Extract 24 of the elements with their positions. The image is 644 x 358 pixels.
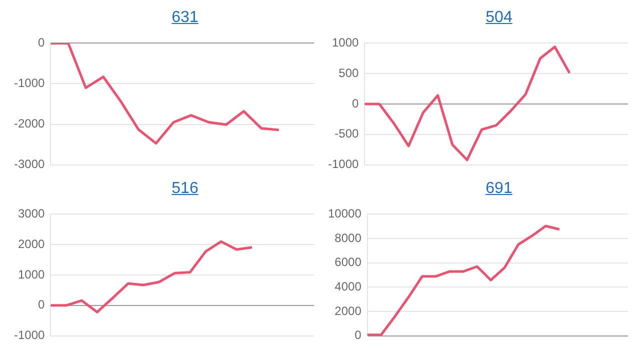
y-tick-label: -3000 <box>14 157 46 172</box>
chart-title: 504 <box>484 8 512 28</box>
y-tick-label: 2000 <box>334 304 362 318</box>
y-tick-label: -1000 <box>14 328 46 342</box>
chart-title: 516 <box>170 179 198 199</box>
y-tick-label: 0 <box>38 298 46 312</box>
y-tick-label: -1000 <box>328 157 360 172</box>
y-tick-label: 3000 <box>18 206 46 221</box>
chart-title: 631 <box>170 8 198 28</box>
y-tick-label: -2000 <box>14 116 46 131</box>
y-tick-label: 10000 <box>328 206 362 221</box>
y-tick-label: -500 <box>334 126 360 141</box>
chart-title: 691 <box>484 179 512 199</box>
y-tick-label: 0 <box>38 36 46 50</box>
y-tick-label: 1000 <box>332 36 360 50</box>
y-tick-label: 8000 <box>334 230 362 245</box>
y-tick-label: 6000 <box>334 255 362 270</box>
y-tick-label: 0 <box>354 328 362 342</box>
y-tick-label: 2000 <box>18 236 46 251</box>
y-tick-label: 4000 <box>334 279 362 294</box>
y-tick-label: 1000 <box>18 267 46 282</box>
y-tick-label: 500 <box>338 66 360 80</box>
y-tick-label: -1000 <box>14 76 46 90</box>
y-tick-label: 0 <box>352 96 360 110</box>
